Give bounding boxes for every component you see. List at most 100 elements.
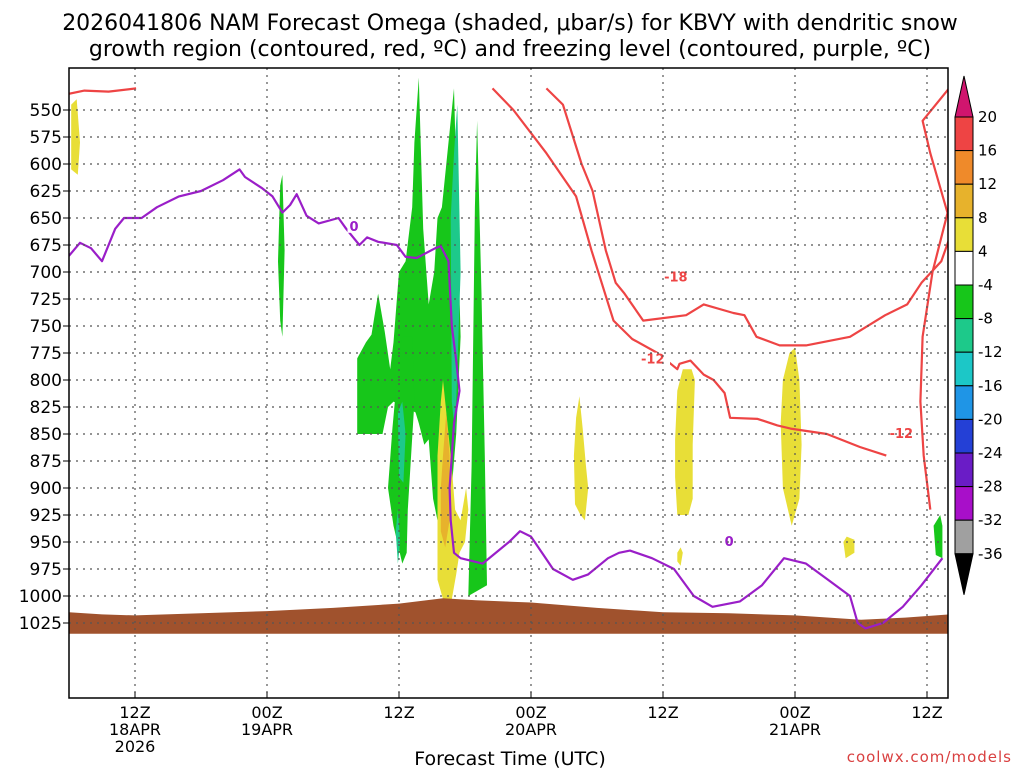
dendritic-contour-3 — [545, 87, 948, 347]
dendritic-contour-1 — [69, 87, 137, 95]
plot-frame — [68, 67, 949, 699]
site-credit: coolwx.com/models — [847, 748, 1012, 766]
y-tick-label: 675 — [30, 236, 62, 256]
omega-region-12 — [780, 347, 802, 526]
colorbar-label: -16 — [978, 377, 1003, 395]
colorbar-label: -24 — [978, 444, 1003, 462]
x-tick-label: 20APR — [505, 720, 557, 739]
chart-title-line-2: growth region (contoured, red, ºC) and f… — [89, 37, 931, 62]
colorbar-label: 16 — [978, 142, 997, 160]
colorbar-segment — [954, 116, 974, 152]
x-tick-label: 21APR — [769, 720, 821, 739]
omega-region-11 — [677, 547, 683, 566]
colorbar-segment — [954, 452, 974, 488]
colorbar-segment — [954, 250, 974, 286]
y-tick-label: 700 — [30, 263, 62, 283]
omega-region-6 — [278, 174, 285, 337]
freezing-level-contour — [69, 168, 944, 630]
y-tick-label: 950 — [30, 533, 62, 553]
y-tick-label: 900 — [30, 479, 62, 499]
x-tick-label: 12Z — [911, 703, 942, 722]
omega-region-3 — [450, 104, 461, 434]
contour-label-bg — [722, 535, 736, 549]
y-tick-label: 925 — [30, 506, 62, 526]
omega-region-13 — [843, 536, 855, 559]
colorbar-segment — [954, 385, 974, 420]
colorbar-segment — [954, 351, 974, 387]
contour-label: -18 — [664, 271, 688, 286]
omega-region-15 — [933, 515, 943, 559]
colorbar-segment — [954, 486, 974, 521]
y-tick-label: 650 — [30, 209, 62, 229]
chart-title-line-1: 2026041806 NAM Forecast Omega (shaded, μ… — [62, 11, 958, 36]
omega-region-10 — [675, 369, 695, 515]
colorbar-segment — [954, 217, 974, 252]
x-tick-label: 18APR — [109, 720, 161, 739]
colorbar-label: 12 — [978, 175, 997, 193]
x-tick-label: 12Z — [383, 703, 414, 722]
colorbar-label: 4 — [978, 242, 988, 260]
x-tick-label: 19APR — [241, 720, 293, 739]
colorbar-label: 20 — [978, 108, 997, 126]
y-tick-label: 600 — [30, 155, 62, 175]
omega-region-9 — [573, 396, 589, 521]
colorbar-label: -8 — [978, 310, 993, 328]
x-axis-label: Forecast Time (UTC) — [414, 748, 605, 768]
y-tick-label: 800 — [30, 371, 62, 391]
colorbar-label: -28 — [978, 478, 1003, 496]
colorbar-segment — [954, 318, 974, 353]
plot-area: 0 0 -18 -12 -12 550 575 600 625 650 675 700 725 750 77… — [19, 67, 949, 756]
y-tick-label: 850 — [30, 425, 62, 445]
y-tick-label: 875 — [30, 452, 62, 472]
x-tick-label: 00Z — [779, 703, 810, 722]
contour-label-bg — [347, 219, 361, 233]
y-tick-label: 825 — [30, 398, 62, 418]
contour-label-bg — [639, 352, 670, 366]
colorbar-segment — [954, 150, 974, 185]
contour-label: 0 — [725, 535, 734, 550]
colorbar-segment — [954, 183, 974, 219]
contour-label: 0 — [350, 220, 359, 235]
colorbar-label: -12 — [978, 343, 1003, 361]
y-tick-label: 1025 — [19, 614, 62, 634]
y-tick-label: 775 — [30, 344, 62, 364]
colorbar-top-arrow — [954, 75, 974, 118]
x-tick-label: 12Z — [119, 703, 150, 722]
colorbar-label: -36 — [978, 545, 1003, 563]
omega-region-14 — [71, 99, 80, 175]
colorbar-segment — [954, 418, 974, 454]
colorbar-bottom-arrow — [954, 553, 974, 595]
omega-region-1 — [357, 77, 461, 548]
y-tick-label: 625 — [30, 182, 62, 202]
colorbar-label: -32 — [978, 511, 1003, 529]
x-tick-label: 00Z — [515, 703, 546, 722]
y-tick-label: 750 — [30, 317, 62, 337]
omega-region-0 — [468, 120, 487, 597]
dendritic-contour-4 — [919, 206, 948, 510]
plot-content: 0 0 -18 -12 -12 — [69, 77, 948, 634]
y-tick-label: 575 — [30, 128, 62, 148]
y-tick-label: 1000 — [19, 587, 62, 607]
contour-label: -12 — [641, 353, 665, 368]
colorbar-segment — [954, 284, 974, 320]
y-axis: 550 575 600 625 650 675 700 725 750 775 800 825 850 8… — [19, 101, 948, 634]
colorbar-label: 8 — [978, 209, 988, 227]
colorbar-segment — [954, 519, 974, 555]
x-tick-label: 00Z — [251, 703, 282, 722]
dendritic-contour-2 — [491, 87, 887, 457]
x-tick-label: 2026 — [115, 737, 156, 756]
contour-label-bg — [662, 270, 694, 284]
contour-label: -12 — [890, 427, 914, 442]
y-tick-label: 975 — [30, 560, 62, 580]
colorbar-label: -20 — [978, 410, 1003, 428]
omega-region-5 — [395, 509, 401, 564]
terrain-fill — [69, 598, 948, 634]
colorbar-label: -4 — [978, 276, 993, 294]
y-tick-label: 725 — [30, 290, 62, 310]
colorbar: 20 16 12 8 4 -4 -8 -12 -16 -20 -24 -28 -32 -36 — [954, 75, 1003, 595]
y-tick-label: 550 — [30, 101, 62, 121]
omega-region-4 — [397, 401, 406, 483]
omega-region-8 — [440, 412, 450, 548]
